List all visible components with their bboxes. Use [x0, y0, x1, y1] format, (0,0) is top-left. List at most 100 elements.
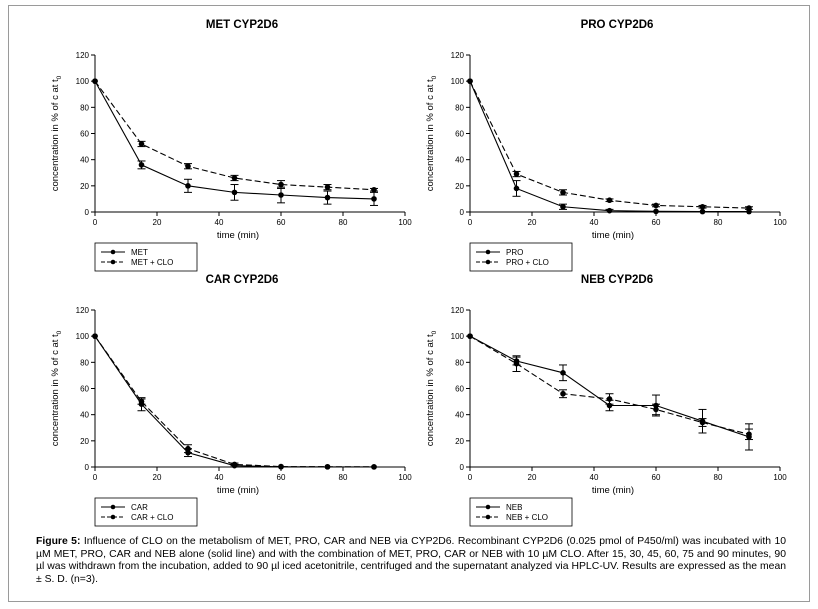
x-axis-label: time (min) — [217, 485, 259, 496]
y-tick-label: 100 — [451, 77, 465, 86]
chart-panel-met: MET CYP2D6 0 20 40 60 80 100 120 0 20 40 60 80 100 tim… — [29, 10, 419, 272]
x-axis-label: time (min) — [592, 485, 634, 496]
x-tick-label: 60 — [277, 473, 286, 482]
y-tick-label: 80 — [80, 103, 89, 112]
legend-box — [94, 242, 198, 272]
chart-neb: NEB CYP2D6 0 20 40 60 80 100 120 0 20 40 60 80 100 tim… — [425, 274, 787, 527]
data-point — [606, 396, 613, 402]
legend-label: CAR — [131, 503, 148, 512]
x-tick-label: 20 — [153, 473, 162, 482]
series-line-1 — [469, 335, 750, 438]
y-axis-label-subscript: 0 — [431, 330, 438, 334]
data-point — [278, 181, 284, 188]
legend-label: MET — [131, 248, 148, 257]
data-point — [746, 205, 752, 211]
legend-box — [469, 497, 573, 527]
legend-label: PRO — [506, 248, 523, 257]
data-point — [653, 406, 659, 413]
x-tick-label: 0 — [93, 218, 98, 227]
data-point — [324, 194, 331, 201]
data-point — [185, 445, 191, 452]
figure-caption: Figure 5: Influence of CLO on the metabo… — [36, 536, 786, 586]
y-tick-label: 80 — [455, 358, 464, 367]
x-tick-label: 100 — [773, 218, 787, 227]
series-line-1 — [469, 80, 749, 213]
series-line-2 — [94, 80, 375, 191]
y-tick-label: 0 — [85, 463, 90, 472]
y-tick-label: 40 — [455, 411, 464, 420]
series-line-1 — [94, 80, 375, 200]
y-axis-label: concentration in % of c at t0 — [50, 75, 63, 191]
legend-marker — [485, 514, 491, 520]
legend-box — [94, 497, 198, 527]
x-tick-label: 100 — [398, 218, 412, 227]
x-axis-label: time (min) — [592, 230, 634, 241]
y-tick-label: 100 — [76, 332, 90, 341]
data-point — [560, 370, 566, 376]
x-tick-label: 40 — [590, 473, 599, 482]
chart-car: CAR CYP2D6 0 20 40 60 80 100 120 0 20 40 60 80 100 tim… — [50, 274, 412, 527]
legend-label: NEB + CLO — [506, 513, 548, 522]
data-point — [560, 189, 566, 196]
legend-label: MET + CLO — [131, 258, 173, 267]
data-point — [606, 207, 613, 214]
y-tick-label: 40 — [80, 156, 89, 165]
chart-panel-pro: PRO CYP2D6 0 20 40 60 80 100 120 0 20 40 60 80 100 tim… — [404, 10, 794, 272]
x-tick-label: 0 — [93, 473, 98, 482]
chart-pro: PRO CYP2D6 0 20 40 60 80 100 120 0 20 40 60 80 100 tim… — [425, 19, 787, 272]
chart-title: MET CYP2D6 — [206, 19, 278, 31]
legend-marker — [110, 249, 116, 255]
y-axis-label-subscript: 0 — [56, 330, 63, 334]
legend-marker — [485, 259, 491, 265]
y-axis-label: concentration in % of c at t0 — [425, 330, 438, 446]
data-point — [513, 171, 520, 177]
data-point — [231, 189, 238, 196]
data-point — [371, 196, 377, 202]
y-tick-label: 20 — [455, 182, 464, 191]
legend-box — [469, 242, 573, 272]
y-axis-label: concentration in % of c at t0 — [50, 330, 63, 446]
data-point — [560, 203, 566, 210]
x-tick-label: 60 — [652, 473, 661, 482]
y-tick-label: 80 — [455, 103, 464, 112]
data-point — [513, 360, 520, 367]
y-tick-label: 60 — [455, 130, 464, 139]
y-tick-label: 120 — [76, 51, 90, 60]
y-tick-label: 100 — [76, 77, 90, 86]
y-tick-label: 100 — [451, 332, 465, 341]
data-point — [138, 162, 145, 168]
legend-marker — [110, 514, 116, 520]
data-point — [324, 463, 331, 470]
chart-panel-car: CAR CYP2D6 0 20 40 60 80 100 120 0 20 40 60 80 100 tim… — [29, 265, 419, 527]
caption-label: Figure 5: — [36, 536, 81, 547]
chart-title: CAR CYP2D6 — [206, 274, 279, 286]
data-point — [231, 461, 238, 468]
chart-title: NEB CYP2D6 — [581, 274, 653, 286]
y-tick-label: 120 — [451, 306, 465, 315]
y-tick-label: 60 — [455, 385, 464, 394]
data-point — [560, 390, 566, 397]
legend-marker — [110, 504, 116, 510]
figure-frame: MET CYP2D6 0 20 40 60 80 100 120 0 20 40 60 80 100 tim… — [8, 5, 810, 602]
series-line-2 — [94, 335, 375, 468]
series-line-2 — [469, 335, 750, 435]
chart-title: PRO CYP2D6 — [581, 19, 654, 31]
data-point — [653, 202, 659, 209]
x-tick-label: 80 — [339, 218, 348, 227]
x-tick-label: 80 — [714, 473, 723, 482]
data-point — [278, 192, 284, 198]
data-point — [699, 208, 706, 215]
legend-label: NEB — [506, 503, 522, 512]
legend-marker — [485, 249, 491, 255]
y-tick-label: 20 — [80, 182, 89, 191]
data-point — [699, 203, 706, 210]
x-axis-label: time (min) — [217, 230, 259, 241]
data-point — [92, 78, 98, 84]
x-tick-label: 40 — [215, 473, 224, 482]
chart-panel-neb: NEB CYP2D6 0 20 40 60 80 100 120 0 20 40 60 80 100 tim… — [404, 265, 794, 527]
x-tick-label: 20 — [528, 473, 537, 482]
legend-label: CAR + CLO — [131, 513, 173, 522]
y-tick-label: 120 — [451, 51, 465, 60]
data-point — [185, 183, 191, 189]
y-tick-label: 40 — [455, 156, 464, 165]
